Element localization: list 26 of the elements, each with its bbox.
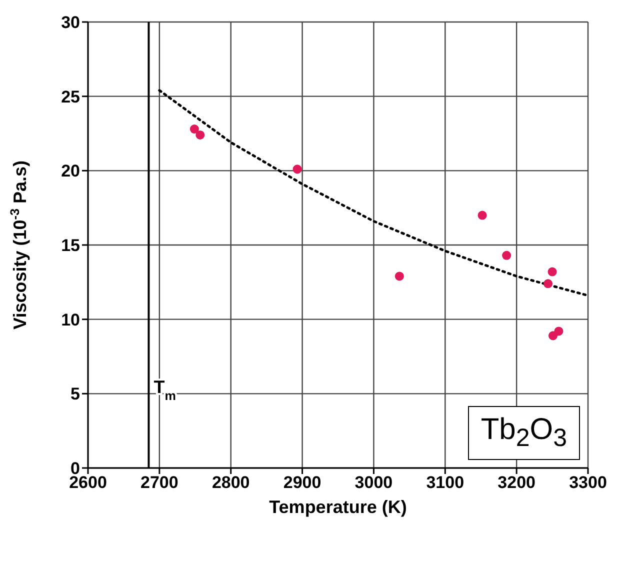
point	[548, 267, 557, 276]
x-tick-label: 2600	[69, 473, 107, 492]
point	[292, 164, 302, 174]
y-tick-label: 5	[70, 384, 80, 404]
annotation: Tb$_{2}$O$_{3}$	[468, 406, 580, 460]
x-tick-label: 2800	[212, 473, 250, 492]
point	[394, 272, 404, 281]
x-tick-label: 3000	[354, 473, 393, 492]
y-tick-label: 25	[61, 87, 80, 106]
point	[543, 279, 553, 288]
point	[196, 130, 205, 140]
point	[190, 124, 199, 134]
y-tick-label: 30	[61, 13, 80, 32]
x-tick-label: 3200	[498, 473, 536, 492]
x-tick-label: 2900	[283, 473, 322, 492]
x-tick-label: 2700	[140, 473, 178, 492]
point	[554, 326, 564, 336]
y-tick-label: 15	[61, 236, 80, 256]
y-tick-label: 20	[61, 162, 80, 181]
point	[502, 250, 512, 260]
x-tick-label: 3100	[426, 473, 464, 492]
x-axis-title: Temperature (K)	[269, 497, 407, 517]
x-tick-label: 3300	[569, 473, 607, 492]
point	[478, 210, 487, 220]
line-series	[158, 89, 588, 297]
y-tick-label: 10	[61, 310, 80, 330]
